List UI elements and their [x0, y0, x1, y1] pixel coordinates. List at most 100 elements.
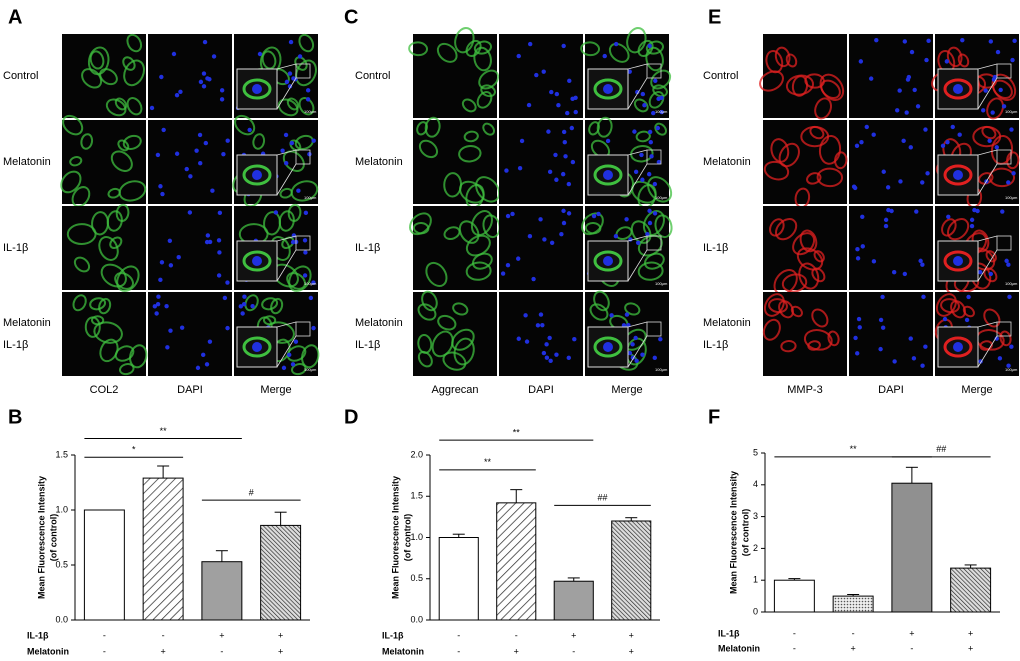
nucleus: [857, 325, 862, 330]
inset-cell: [943, 164, 973, 186]
nucleus: [158, 184, 163, 189]
nucleus: [305, 88, 311, 93]
nucleus: [573, 109, 578, 115]
y-tick-label: 0.0: [55, 614, 68, 624]
micrograph: [763, 206, 847, 296]
micrograph: [148, 206, 232, 290]
micrograph: [148, 34, 232, 118]
nucleus: [854, 143, 860, 148]
inset-nucleus: [603, 342, 613, 352]
y-axis-title: Mean Fluorescence Intensity (of control): [390, 476, 412, 599]
stained-cell: [261, 297, 279, 311]
zoom-line: [276, 163, 297, 196]
condition-sign: -: [220, 646, 223, 656]
condition-sign: +: [850, 643, 855, 653]
y-tick-label: 0.5: [410, 573, 423, 583]
nucleus: [925, 171, 930, 176]
stained-cell: [957, 53, 970, 68]
nucleus: [960, 37, 965, 43]
scale-bar-label: 100μm: [655, 281, 668, 286]
nucleus: [902, 39, 908, 44]
zoom-line: [627, 235, 648, 242]
nucleus: [219, 97, 225, 102]
significance-label: ##: [936, 444, 946, 454]
nucleus: [194, 148, 199, 153]
stained-cell: [780, 340, 797, 353]
nucleus: [895, 108, 900, 113]
stained-cell: [282, 150, 305, 172]
stained-cell: [941, 218, 957, 237]
nucleus: [897, 88, 902, 93]
nucleus: [155, 152, 161, 158]
stained-cell: [799, 229, 818, 253]
nucleus: [1000, 209, 1005, 214]
stained-cell: [637, 39, 654, 58]
stained-cell: [814, 97, 832, 120]
nucleus: [860, 214, 865, 219]
inset-nucleus: [252, 84, 262, 94]
nucleus: [621, 323, 627, 328]
nucleus: [878, 346, 883, 352]
nucleus: [972, 207, 977, 213]
zoom-line: [276, 235, 297, 242]
nucleus: [923, 344, 928, 349]
bar: [891, 482, 933, 613]
zoom-box: [295, 321, 311, 337]
nucleus: [921, 294, 926, 300]
nucleus: [174, 151, 180, 156]
stained-cell: [986, 97, 1004, 120]
micrograph: [763, 120, 848, 209]
significance-label: *: [132, 445, 136, 455]
nucleus: [184, 166, 189, 172]
nucleus: [647, 43, 652, 49]
nucleus: [527, 233, 533, 239]
stained-cell: [62, 114, 84, 136]
nucleus: [541, 69, 546, 74]
nucleus: [505, 263, 511, 268]
zoom-line: [276, 335, 297, 368]
nucleus: [853, 335, 858, 341]
stained-cell: [763, 293, 785, 317]
significance-label: ##: [597, 493, 607, 503]
stained-cell: [803, 329, 833, 351]
condition-label: Melatonin: [718, 643, 760, 653]
stained-cell: [819, 73, 845, 101]
stained-cell: [244, 294, 259, 312]
micrograph: 100μm: [580, 27, 672, 118]
stained-cell: [470, 210, 493, 237]
stained-cell: [417, 350, 433, 368]
nucleus: [289, 140, 295, 146]
nucleus: [609, 313, 614, 318]
nucleus: [211, 54, 217, 59]
nucleus: [516, 256, 521, 261]
scale-bar-label: 100μm: [1005, 195, 1018, 200]
micrograph-bg: [413, 292, 497, 376]
stained-cell: [115, 203, 130, 223]
condition-sign: -: [103, 630, 106, 640]
nucleus: [561, 208, 566, 214]
micrograph: [849, 292, 933, 376]
stained-cell: [270, 297, 284, 315]
stained-cell: [98, 236, 119, 261]
nucleus: [553, 152, 558, 158]
nucleus: [920, 262, 925, 267]
nucleus: [198, 79, 204, 85]
nucleus: [871, 259, 877, 264]
micrograph: [849, 34, 933, 118]
nucleus: [860, 244, 865, 249]
stained-cell: [768, 298, 788, 314]
nucleus: [983, 88, 988, 93]
stained-cell: [122, 134, 142, 150]
nucleus: [549, 240, 555, 245]
scale-bar-label: 100μm: [304, 195, 317, 200]
condition-sign: -: [457, 630, 460, 640]
stained-cell: [408, 41, 429, 57]
stained-cell: [999, 330, 1012, 347]
condition-sign: +: [968, 628, 973, 638]
inset-nucleus: [603, 170, 613, 180]
column-label: Aggrecan: [431, 384, 478, 396]
nucleus: [281, 365, 287, 371]
zoom-line: [627, 321, 648, 328]
nucleus: [613, 233, 619, 239]
inset-nucleus: [953, 342, 963, 352]
